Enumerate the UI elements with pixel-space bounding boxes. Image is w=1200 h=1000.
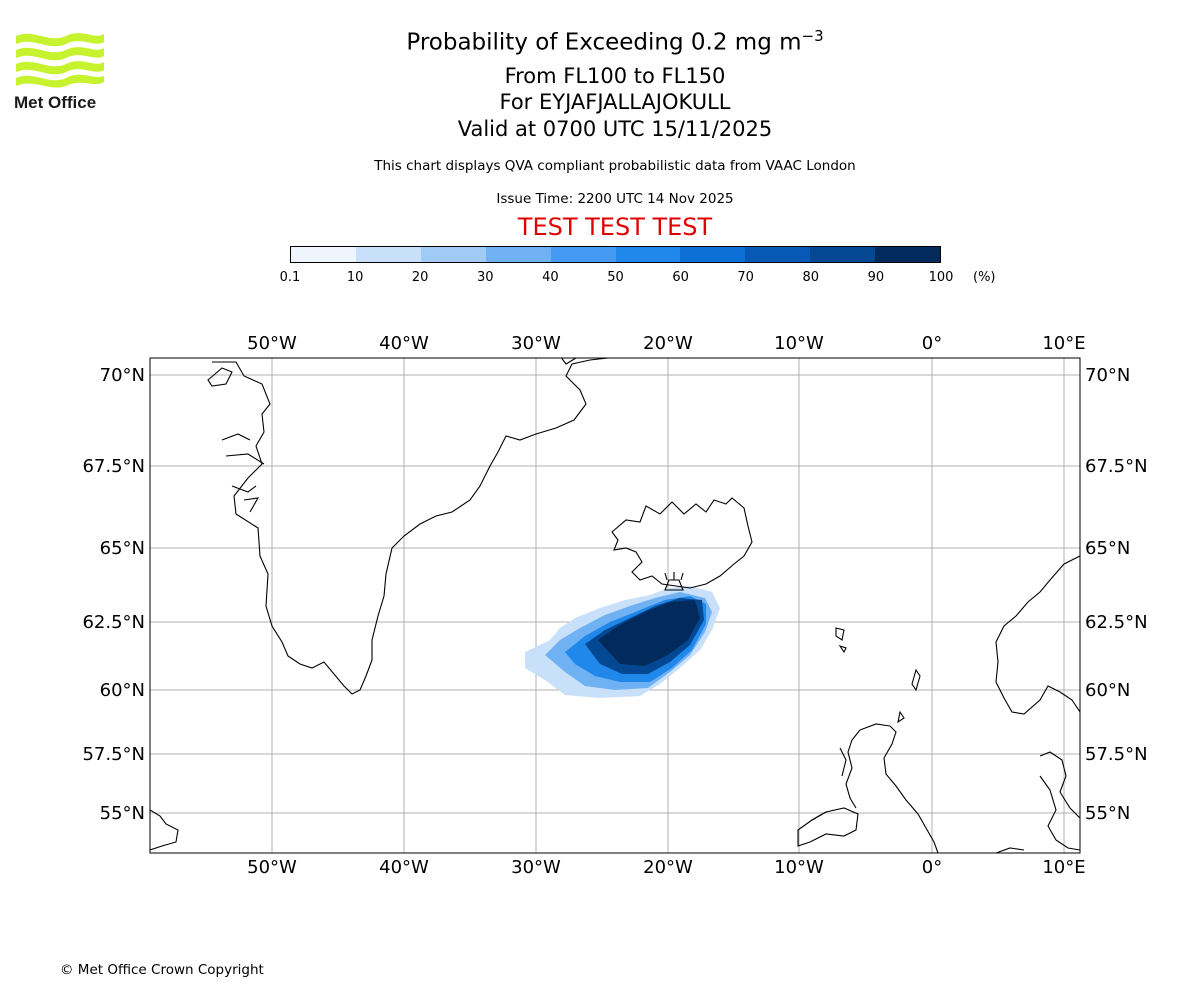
lon-label-bottom: 10°E xyxy=(1042,857,1085,878)
colorbar-tick-label: 60 xyxy=(672,270,689,285)
colorbar-segment xyxy=(485,247,551,262)
lon-label-bottom: 30°W xyxy=(511,857,561,878)
lat-label-left: 65°N xyxy=(100,538,145,559)
chart-subtitle: This chart displays QVA compliant probab… xyxy=(374,158,856,174)
colorbar-tick-label: 0.1 xyxy=(279,270,301,285)
lon-label-top: 40°W xyxy=(379,333,429,354)
flight-level-title: From FL100 to FL150 xyxy=(504,64,726,88)
lat-label-right: 60°N xyxy=(1085,680,1130,701)
colorbar-tick-label: 100 xyxy=(928,270,954,285)
colorbar-segment xyxy=(875,247,941,262)
lon-label-bottom: 20°W xyxy=(643,857,693,878)
lat-label-left: 70°N xyxy=(100,365,145,386)
colorbar xyxy=(290,246,941,263)
issue-time: Issue Time: 2200 UTC 14 Nov 2025 xyxy=(496,191,734,207)
test-banner: TEST TEST TEST xyxy=(517,213,713,241)
colorbar-segment xyxy=(745,247,811,262)
lat-label-right: 55°N xyxy=(1085,803,1130,824)
lat-label-left: 62.5°N xyxy=(82,612,145,633)
lat-label-right: 62.5°N xyxy=(1085,612,1148,633)
colorbar-tick-label: 10 xyxy=(346,270,364,285)
copyright: © Met Office Crown Copyright xyxy=(60,962,264,978)
lon-label-top: 10°E xyxy=(1042,333,1085,354)
coastlines xyxy=(150,358,1080,853)
lat-label-left: 67.5°N xyxy=(82,456,145,477)
logo-text: Met Office xyxy=(14,93,96,112)
colorbar-tick-label: 20 xyxy=(411,270,429,285)
lat-label-right: 57.5°N xyxy=(1085,744,1148,765)
colorbar-tick-label: 30 xyxy=(477,270,494,285)
volcano-title: For EYJAFJALLAJOKULL xyxy=(499,90,731,114)
colorbar-segment xyxy=(615,247,681,262)
lon-label-top: 0° xyxy=(922,333,942,354)
colorbar-segment xyxy=(291,247,356,262)
lat-label-right: 65°N xyxy=(1085,538,1130,559)
chart-title: Probability of Exceeding 0.2 mg m−3 xyxy=(406,27,824,56)
lon-label-bottom: 40°W xyxy=(379,857,429,878)
lon-label-top: 10°W xyxy=(774,333,824,354)
lon-label-top: 50°W xyxy=(247,333,297,354)
probability-plume xyxy=(525,586,720,698)
met-office-logo: Met Office xyxy=(14,33,104,112)
lon-label-top: 30°W xyxy=(511,333,561,354)
colorbar-segment xyxy=(810,247,876,262)
lat-label-right: 67.5°N xyxy=(1085,456,1148,477)
colorbar-tick-label: 90 xyxy=(867,270,885,285)
colorbar-segment xyxy=(355,247,421,262)
colorbar-tick-label: 70 xyxy=(737,270,754,285)
colorbar-segment xyxy=(680,247,746,262)
lon-label-bottom: 10°W xyxy=(774,857,824,878)
valid-time-title: Valid at 0700 UTC 15/11/2025 xyxy=(457,117,773,141)
lon-label-bottom: 0° xyxy=(922,857,942,878)
lat-label-left: 60°N xyxy=(100,680,145,701)
lat-label-left: 55°N xyxy=(100,803,145,824)
lat-label-right: 70°N xyxy=(1085,365,1130,386)
map-frame xyxy=(149,357,1081,854)
lon-label-bottom: 50°W xyxy=(247,857,297,878)
lat-label-left: 57.5°N xyxy=(82,744,145,765)
colorbar-tick-label: 80 xyxy=(802,270,820,285)
colorbar-segment xyxy=(420,247,486,262)
colorbar-segment xyxy=(550,247,616,262)
colorbar-tick-label: 50 xyxy=(607,270,624,285)
colorbar-tick-label: 40 xyxy=(542,270,559,285)
colorbar-unit: (%) xyxy=(973,270,996,285)
lon-label-top: 20°W xyxy=(643,333,693,354)
